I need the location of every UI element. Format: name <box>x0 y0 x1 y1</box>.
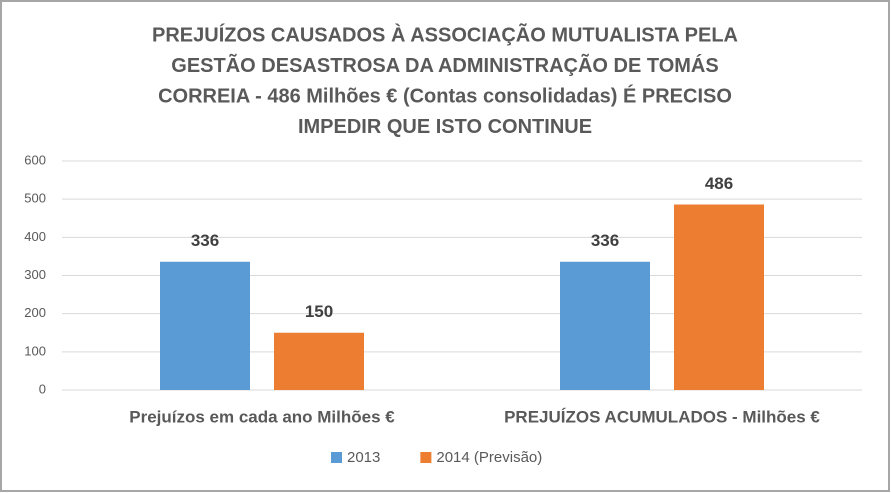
legend-label: 2013 <box>347 449 380 466</box>
data-label: 486 <box>705 174 733 193</box>
bar <box>160 261 250 390</box>
data-label: 336 <box>191 231 219 250</box>
chart-title: PREJUÍZOS CAUSADOS À ASSOCIAÇÃO MUTUALIS… <box>152 23 738 46</box>
legend-swatch <box>331 452 342 463</box>
bar <box>560 261 650 390</box>
x-tick-label: Prejuízos em cada ano Milhões € <box>129 407 395 426</box>
y-tick-label: 100 <box>24 343 46 358</box>
chart-title: CORREIA - 486 Milhões € (Contas consolid… <box>158 84 732 107</box>
y-tick-label: 200 <box>24 305 46 320</box>
bar <box>674 204 764 390</box>
y-tick-label: 300 <box>24 267 46 282</box>
x-tick-label: PREJUÍZOS ACUMULADOS - Milhões € <box>504 407 820 426</box>
y-tick-label: 0 <box>39 381 46 396</box>
y-tick-label: 500 <box>24 191 46 206</box>
y-tick-label: 400 <box>24 229 46 244</box>
chart-title: GESTÃO DESASTROSA DA ADMINISTRAÇÃO DE TO… <box>171 54 718 77</box>
legend-label: 2014 (Previsão) <box>436 449 542 466</box>
data-label: 336 <box>591 231 619 250</box>
bar <box>274 332 364 390</box>
data-label: 150 <box>305 302 333 321</box>
legend-swatch <box>420 452 432 463</box>
y-tick-label: 600 <box>24 152 46 167</box>
chart-title: IMPEDIR QUE ISTO CONTINUE <box>298 116 592 138</box>
